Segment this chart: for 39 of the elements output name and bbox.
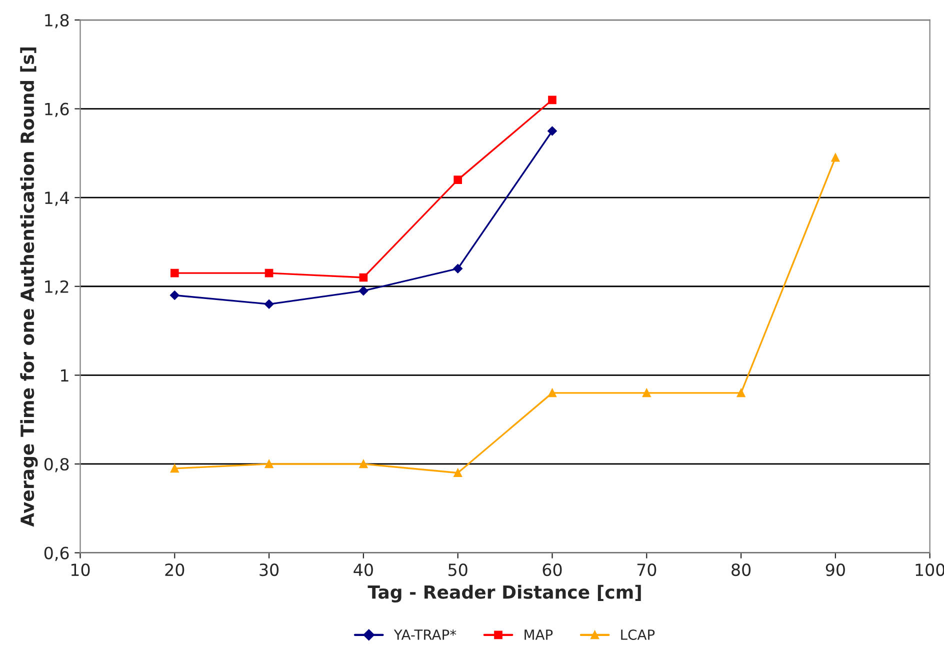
point: [454, 176, 462, 184]
point: [548, 126, 557, 136]
legend-label: YA-TRAP*: [394, 629, 456, 640]
x-tick-label: 50: [448, 563, 468, 576]
point: [453, 264, 462, 274]
point: [359, 273, 368, 282]
point: [264, 268, 274, 278]
point: [358, 286, 368, 296]
point: [454, 468, 462, 478]
x-tick-label: 60: [542, 563, 562, 576]
y-tick-label: 0,6: [44, 546, 69, 562]
x-tick-label: 40: [354, 563, 373, 576]
point: [170, 268, 179, 278]
x-axis-title: Tag - Reader Distance [cm]: [368, 584, 641, 602]
x-tick-label: 90: [826, 563, 845, 576]
y-axis-title: Average Time for one Authentication Round [s]: [20, 47, 38, 527]
x-tick-label: 20: [165, 563, 184, 576]
point: [831, 153, 840, 162]
y-tick-label: 0,8: [44, 458, 69, 472]
point: [736, 388, 746, 398]
y-tick-label: 1,4: [45, 192, 69, 206]
legend-label: MAP: [524, 630, 553, 640]
x-tick-label: 70: [637, 563, 656, 576]
y-tick-label: 1,2: [45, 280, 68, 295]
point: [359, 460, 368, 468]
x-tick-label: 30: [260, 563, 279, 576]
y-tick-label: 1,8: [45, 14, 69, 28]
point: [264, 460, 274, 468]
y-tick-label: 1,6: [45, 102, 69, 118]
point: [642, 388, 651, 398]
point: [170, 290, 180, 300]
x-tick-label: 10: [71, 563, 90, 576]
y-tick-label: 1: [61, 369, 68, 382]
point: [264, 300, 274, 309]
x-tick-label: 80: [732, 563, 751, 576]
point: [170, 464, 179, 473]
point: [548, 388, 556, 398]
point: [548, 96, 556, 104]
legend-label: LCAP: [621, 629, 655, 640]
